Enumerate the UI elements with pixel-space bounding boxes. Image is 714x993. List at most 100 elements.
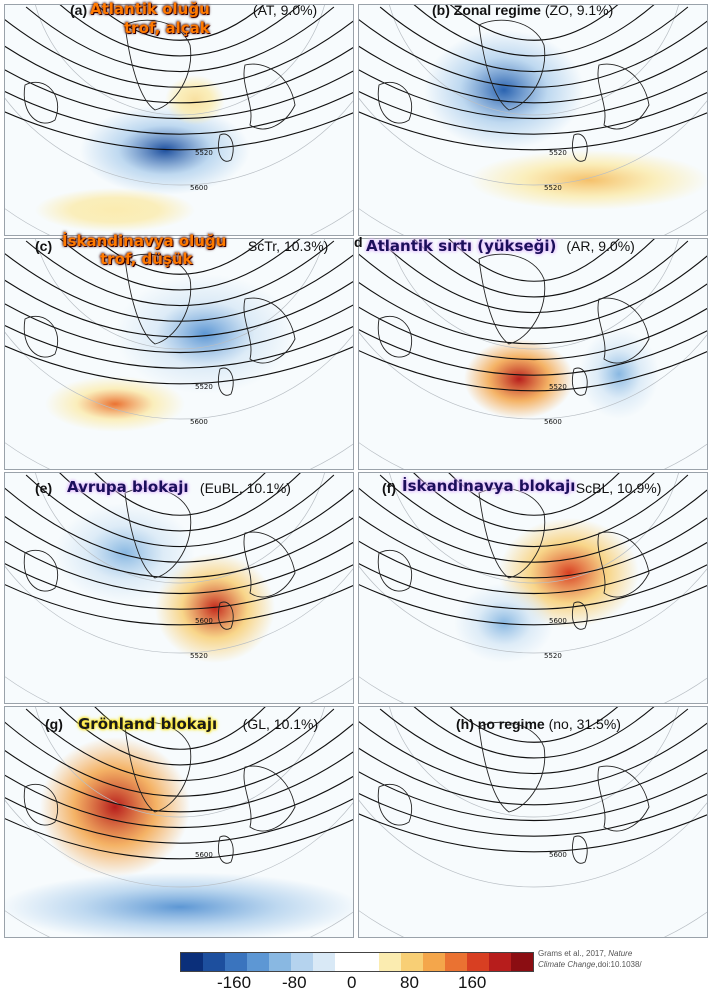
height-contour [359,515,707,579]
citation-line2-a: Climate Change [538,960,596,969]
coastline [478,19,546,111]
coastline [478,487,546,579]
height-contour [94,473,266,516]
panel-g-label: (g) [45,716,63,732]
coastline [572,601,588,630]
panel-a-title: (a) (AT, 9.0%) [70,2,317,18]
colorbar-swatch [291,953,313,971]
coastline [572,367,588,396]
map-svg-a: 5520 5600 [5,5,353,235]
coastline [243,531,296,598]
height-contour [359,329,707,376]
height-contour [5,563,353,610]
height-contour [25,240,335,307]
height-contour [359,540,707,594]
colorbar-swatch [335,953,357,971]
height-contour [359,18,707,88]
map-svg-c: 5520 5600 [5,239,353,469]
coastline [597,297,650,364]
contour-label: 5600 [190,184,208,192]
panel-g-title: (g) (GL, 10.1%) [45,716,318,732]
anomaly-shading [464,339,574,419]
coastline [243,765,296,832]
contour-label: 5520 [195,383,213,391]
height-contour [413,239,655,298]
height-contour [359,253,707,329]
anomaly-shading [155,553,275,663]
coastline [377,784,413,826]
contour-label: 5600 [549,617,567,625]
colorbar-swatch [467,953,489,971]
coastline [23,784,59,826]
coastline [597,63,650,130]
height-contour [5,69,353,120]
panel-h-label: (h) [456,716,474,732]
colorbar-swatch [489,953,511,971]
panel-h-regime-name: no regime [477,716,545,732]
height-contour [5,324,353,369]
panel-c-title: (c) ScTr, 10.3%) [35,238,328,254]
map-svg-e: 5600 5520 [5,473,353,703]
coastline [478,721,546,813]
coastline [597,765,650,832]
colorbar [180,952,534,972]
height-contour [59,5,301,57]
panel-h-title: (h) no regime (no, 31.5%) [456,716,621,732]
colorbar-tick-4: 80 [400,973,419,992]
panel-f-label: (f) [382,480,396,496]
colorbar-swatch [379,953,401,971]
height-contour [379,6,689,73]
anomaly-shading [55,503,195,603]
map-panel-a: 5520 5600 [4,4,354,236]
height-contour [449,5,619,41]
panel-a-overlay-title: Atlantik oluğu [90,0,210,18]
panel-e-regime-code: (EuBL, 10.1%) [199,480,291,496]
panel-b-label: (b) [432,2,450,18]
colorbar-swatch [181,953,203,971]
anomaly-shading [469,150,707,210]
colorbar-swatch [511,953,533,971]
height-contour [59,473,301,532]
panel-d-title: d (AR, 9.0%) [354,234,635,254]
contour-label: 5600 [549,851,567,859]
colorbar-swatch [401,953,423,971]
contour-label: 5520 [190,652,208,660]
height-contour [359,583,707,626]
height-contour [5,18,353,88]
contour-label: 5520 [195,149,213,157]
panel-a-label: (a) [70,2,88,18]
coastline [572,133,588,162]
height-contour [5,721,353,797]
height-contour [449,707,619,743]
height-contour [359,349,707,392]
contour-label: 5600 [195,851,213,859]
contour-label: 5600 [195,617,213,625]
panel-e-overlay-title: Avrupa blokajı [67,478,189,496]
height-contour [448,473,620,516]
panel-c-overlay-subtitle: trof, düşük [100,250,193,268]
colorbar-tick-5: 160 [458,973,487,992]
height-contour [25,6,335,73]
height-contour [95,5,265,41]
panel-c-overlay-title: İskandinavya oluğu [62,232,227,250]
colorbar-swatch [445,953,467,971]
panel-e-label: (e) [35,480,53,496]
height-contour [59,707,301,766]
panel-b-regime-name: Zonal regime [453,2,541,18]
height-contour [359,563,707,610]
coastline [23,82,59,124]
height-contour [359,111,707,151]
coastline [377,316,413,358]
height-contour [5,252,353,322]
coastline [478,253,546,345]
latitude-line [359,910,707,937]
anomaly-shading [40,737,190,877]
panel-d-label: d [354,234,363,250]
height-contour [5,749,353,813]
height-contour [359,487,707,563]
coastline [218,601,234,630]
panel-c-regime-code: ScTr, 10.3%) [247,238,329,254]
colorbar-swatch [269,953,291,971]
latitude-line [5,565,353,654]
height-contour [5,515,353,579]
